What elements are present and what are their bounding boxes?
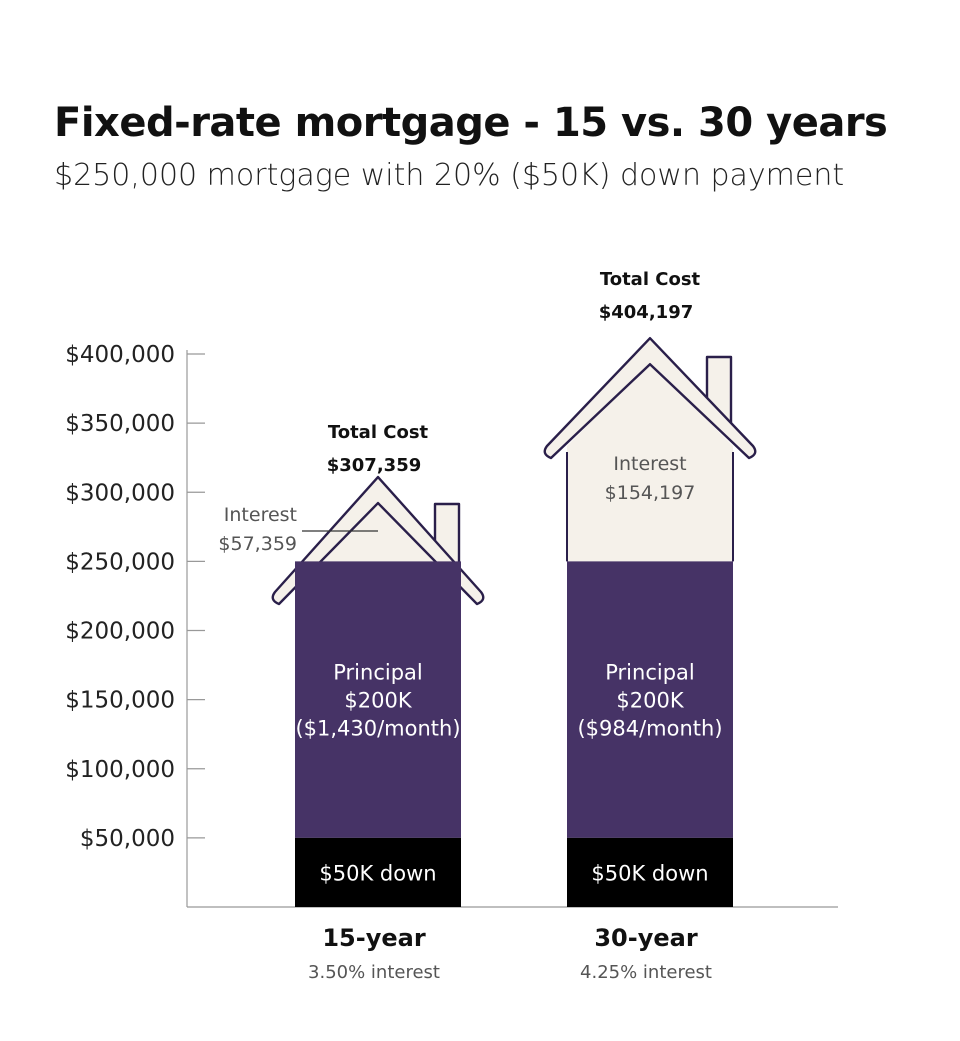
principal-label: $200K: [616, 689, 684, 713]
category-subtitle: 4.25% interest: [580, 962, 712, 983]
principal-segment: [567, 561, 733, 838]
principal-label: Principal: [605, 661, 695, 685]
total-cost-label: Total Cost: [328, 422, 429, 443]
interest-segment: [295, 501, 461, 592]
chart-title: Fixed-rate mortgage - 15 vs. 30 years: [54, 100, 888, 146]
category-label: 30-year: [594, 924, 697, 952]
y-tick-label: $300,000: [65, 480, 175, 506]
down-payment-segment: [295, 837, 461, 907]
category-subtitle: 3.50% interest: [308, 962, 440, 983]
down-payment-label: $50K down: [591, 861, 708, 885]
roof-shape: [543, 336, 757, 460]
roof-shape: [271, 475, 485, 606]
interest-label: $57,359: [218, 533, 297, 555]
y-tick-label: $250,000: [65, 549, 175, 575]
y-tick-label: $50,000: [80, 826, 175, 852]
category-label: 15-year: [322, 924, 425, 952]
principal-label: ($984/month): [577, 717, 722, 741]
interest-label: Interest: [613, 453, 686, 475]
y-tick-label: $200,000: [65, 619, 175, 645]
y-tick-label: $400,000: [65, 342, 175, 368]
y-tick-label: $350,000: [65, 411, 175, 437]
total-cost-value: $404,197: [599, 302, 694, 323]
chart-subtitle: $250,000 mortgage with 20% ($50K) down p…: [54, 158, 845, 193]
interest-segment: [567, 362, 733, 562]
total-cost-label: Total Cost: [600, 269, 701, 290]
total-cost-value: $307,359: [327, 455, 422, 476]
principal-label: $200K: [344, 689, 412, 713]
interest-label: Interest: [224, 504, 297, 526]
principal-segment: [295, 561, 461, 838]
down-payment-segment: [567, 837, 733, 907]
y-tick-label: $150,000: [65, 688, 175, 714]
principal-label: ($1,430/month): [295, 717, 460, 741]
y-tick-label: $100,000: [65, 757, 175, 783]
down-payment-label: $50K down: [319, 861, 436, 885]
chimney-shape: [705, 355, 733, 426]
interest-label: $154,197: [605, 482, 696, 504]
principal-label: Principal: [333, 661, 423, 685]
